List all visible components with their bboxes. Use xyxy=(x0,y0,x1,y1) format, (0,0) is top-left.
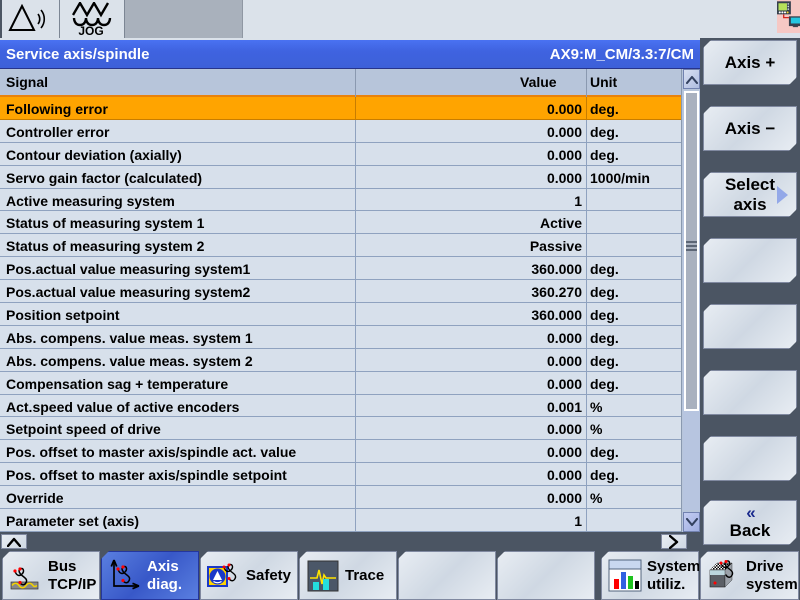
svg-text:JOG: JOG xyxy=(78,24,103,36)
